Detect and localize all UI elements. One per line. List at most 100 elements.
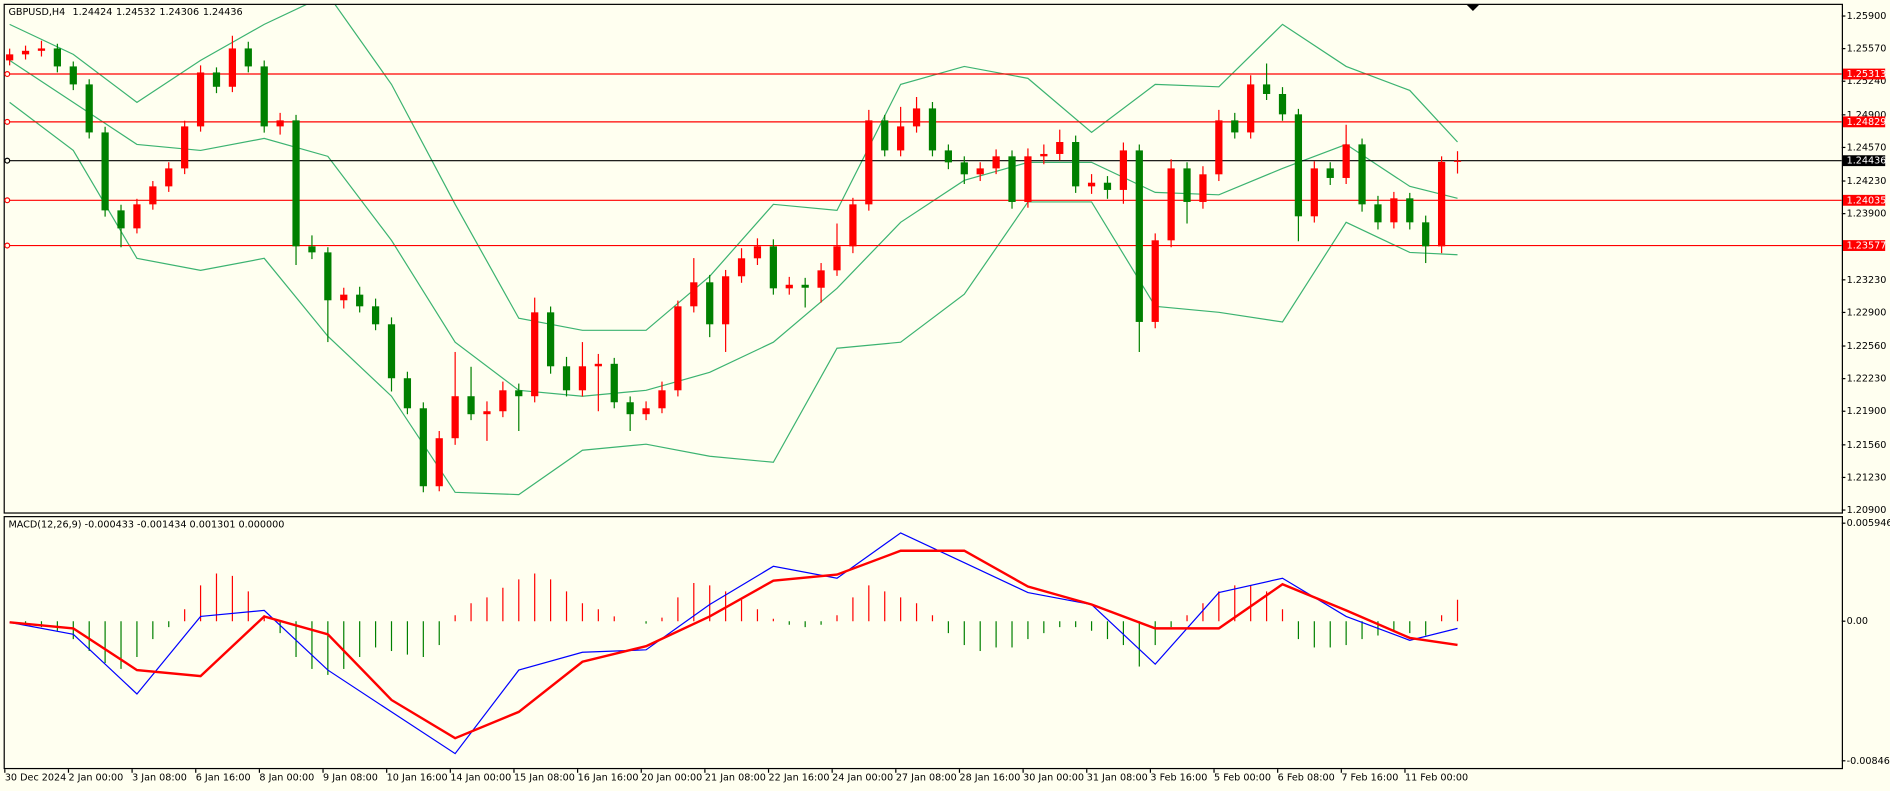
x-tick-label: 30 Dec 2024 [5, 773, 66, 784]
candle-body [1103, 182, 1112, 190]
shift-marker [1466, 4, 1479, 11]
candle-body [308, 246, 316, 253]
candle-body [1278, 93, 1287, 115]
candle-body [1326, 168, 1334, 178]
candle-body [451, 396, 459, 439]
candle-body [881, 120, 889, 151]
candle-body [515, 390, 523, 397]
symbol: GBPUSD,H4 [8, 7, 65, 18]
candle-body [785, 284, 793, 289]
x-tick-label: 31 Jan 08:00 [1087, 773, 1148, 784]
level-anchor [4, 197, 11, 204]
x-tick-label: 22 Jan 16:00 [769, 773, 830, 784]
candle-body [1247, 84, 1255, 133]
candle-body [403, 378, 412, 409]
candle-body [626, 402, 634, 415]
macd-line [9, 549, 1458, 740]
macd-panel-frame [3, 516, 1843, 770]
macd-line [9, 532, 1458, 755]
candle-body [419, 408, 427, 487]
level-label: 1.24436 [1847, 156, 1887, 167]
candle-body [610, 363, 618, 403]
candle-body [340, 294, 348, 301]
y-tick-label: 1.23900 [1847, 209, 1887, 220]
bollinger-band [9, 4, 1458, 331]
candle-body [1406, 198, 1414, 223]
candle-body [1294, 114, 1303, 217]
candle-body [260, 66, 268, 127]
low-value: 1.24306 [159, 7, 199, 18]
y-tick-label: 1.23230 [1847, 275, 1887, 286]
candle-body [371, 306, 380, 325]
x-tick-label: 15 Jan 08:00 [514, 773, 575, 784]
y-tick-label: 1.21230 [1847, 472, 1887, 483]
candle-body [101, 132, 109, 211]
x-tick-label: 28 Jan 16:00 [959, 773, 1020, 784]
candle-body [801, 284, 809, 288]
x-tick-label: 14 Jan 00:00 [450, 773, 511, 784]
x-tick-label: 9 Jan 08:00 [323, 773, 378, 784]
bollinger-band [9, 59, 1458, 397]
x-tick-label: 7 Feb 16:00 [1341, 773, 1398, 784]
level-label: 1.24035 [1847, 195, 1887, 206]
candle-body [960, 162, 968, 175]
level-label: 1.24829 [1847, 117, 1887, 128]
candle-body [1310, 168, 1318, 217]
candle-body [912, 108, 921, 127]
candle-body [1135, 150, 1143, 322]
candle-body [562, 366, 571, 391]
candle-body [706, 282, 714, 325]
candle-body [387, 324, 396, 379]
x-tick-label: 10 Jan 16:00 [387, 773, 448, 784]
candle-body [1215, 120, 1223, 175]
y-tick-label: 1.24230 [1847, 176, 1887, 187]
candle-body [1231, 120, 1239, 133]
level-anchor [4, 242, 11, 249]
level-label: 1.23577 [1847, 241, 1887, 252]
candle-body [1183, 168, 1191, 202]
candle-body [1199, 174, 1207, 202]
x-tick-label: 3 Jan 08:00 [132, 773, 187, 784]
candle-body [1453, 160, 1462, 162]
candle-body [1342, 144, 1350, 178]
x-tick-label: 6 Feb 08:00 [1278, 773, 1335, 784]
candle-body [435, 438, 443, 487]
y-tick-label: 1.22900 [1847, 307, 1887, 318]
candle-body [1167, 168, 1175, 241]
x-tick-label: 2 Jan 00:00 [68, 773, 123, 784]
candle-body [1008, 156, 1016, 202]
level-label-box [1842, 155, 1886, 167]
x-tick-label: 20 Jan 00:00 [641, 773, 702, 784]
candle-body [722, 276, 730, 325]
y-tick-label: 1.24570 [1847, 142, 1887, 153]
x-tick-label: 8 Jan 00:00 [259, 773, 314, 784]
y-tick-label: 1.22560 [1847, 341, 1887, 352]
x-tick-label: 11 Feb 00:00 [1405, 773, 1468, 784]
candle-body [737, 258, 746, 277]
candle-body [546, 312, 555, 367]
level-label-box [1842, 240, 1886, 251]
y-tick-label: 1.20900 [1847, 505, 1887, 516]
y-tick-label: 1.22230 [1847, 374, 1887, 385]
candle-body [674, 306, 682, 391]
candle-body [181, 126, 189, 169]
candle-body [244, 48, 252, 67]
y-tick-label: 1.24900 [1847, 110, 1887, 121]
candle-body [1374, 204, 1382, 223]
candle-body [897, 126, 905, 151]
candle-body [833, 246, 841, 271]
level-anchor [4, 157, 11, 164]
chart-title: GBPUSD,H4 1.24424 1.24532 1.24306 1.24436 [8, 7, 242, 18]
level-label-box [1842, 68, 1886, 80]
plot-area [9, 532, 1459, 755]
candle-body [6, 54, 14, 61]
y-tick-label: 1.25570 [1847, 44, 1887, 55]
x-tick-label: 5 Feb 00:00 [1214, 773, 1271, 784]
candle-body [1040, 153, 1048, 157]
x-tick-label: 16 Jan 16:00 [578, 773, 639, 784]
candle-body [658, 390, 666, 409]
candle-body [531, 312, 539, 397]
x-tick-label: 24 Jan 00:00 [832, 773, 893, 784]
candle-body [499, 390, 507, 412]
